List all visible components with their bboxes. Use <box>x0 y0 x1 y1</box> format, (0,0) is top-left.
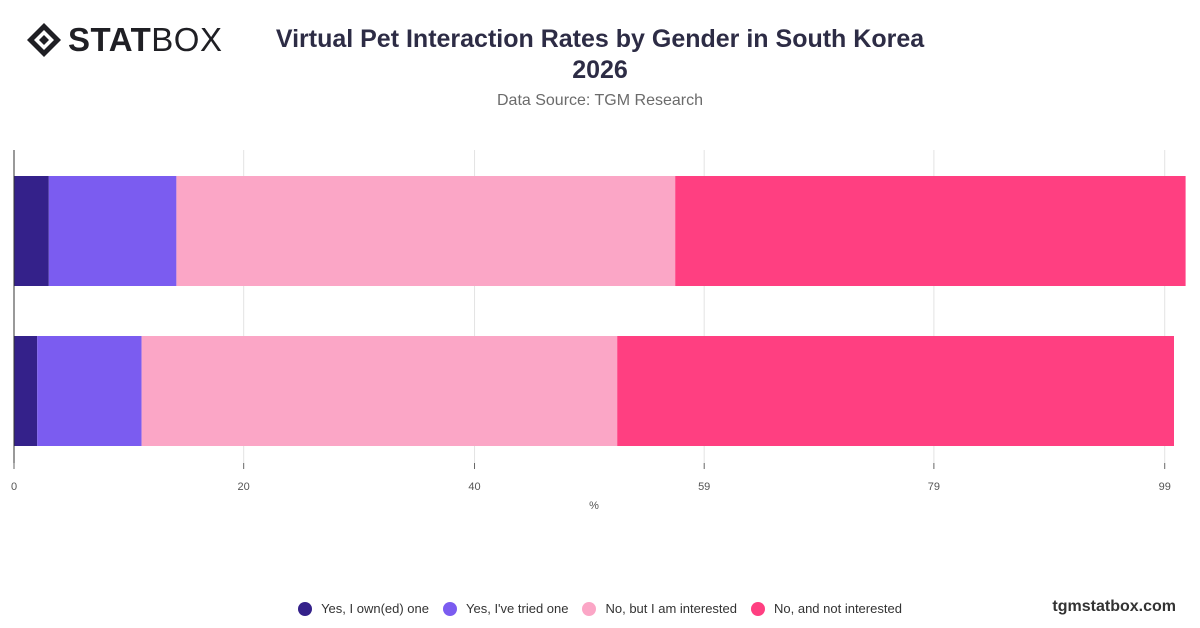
legend-label: No, and not interested <box>774 601 902 616</box>
logo-text-light: BOX <box>151 21 223 58</box>
bar-segment[interactable] <box>617 336 1174 446</box>
bar-segment[interactable] <box>14 336 38 446</box>
legend-swatch <box>298 601 313 616</box>
legend-label: Yes, I own(ed) one <box>321 601 430 616</box>
diamond-logo-icon <box>27 23 61 57</box>
x-tick-label: 40 <box>468 481 480 493</box>
legend-swatch <box>443 601 458 616</box>
logo-text-bold: STAT <box>68 21 152 58</box>
legend-item[interactable]: Yes, I own(ed) one <box>298 601 429 616</box>
footer-url: tgmstatbox.com <box>1052 598 1176 615</box>
bar-segment[interactable] <box>675 176 1186 286</box>
legend-item[interactable]: No, and not interested <box>751 601 902 616</box>
x-tick-label: 20 <box>238 481 250 493</box>
chart-title-line2: 2026 <box>572 56 628 84</box>
chart-title-line1: Virtual Pet Interaction Rates by Gender … <box>275 25 925 53</box>
x-tick-label: 79 <box>928 481 940 493</box>
bar-segment[interactable] <box>141 336 618 446</box>
statbox-logo: STATBOX <box>26 22 222 58</box>
x-tick-label: 59 <box>698 481 710 493</box>
chart-subtitle: Data Source: TGM Research <box>496 92 703 109</box>
legend-swatch <box>582 601 597 616</box>
legend-label: No, but I am interested <box>605 601 737 616</box>
legend-swatch <box>751 601 765 616</box>
x-axis-label: % <box>589 500 599 512</box>
legend-item[interactable]: No, but I am interested <box>582 601 737 616</box>
x-tick-label: 0 <box>11 481 17 493</box>
bar-segment[interactable] <box>176 176 676 286</box>
x-tick-label: 99 <box>1159 481 1171 493</box>
chart-legend: Yes, I own(ed) one Yes, I've tried one No,… <box>0 601 1200 616</box>
bar-segment[interactable] <box>37 336 142 446</box>
legend-label: Yes, I've tried one <box>466 601 569 616</box>
logo-wordmark: STATBOX <box>68 22 222 58</box>
bar-segment[interactable] <box>14 176 49 286</box>
legend-item[interactable]: Yes, I've tried one <box>443 601 568 616</box>
bar-segment[interactable] <box>48 176 177 286</box>
stacked-bar-chart: 0 20 40 59 79 99% <box>11 150 1186 512</box>
chart-title: Virtual Pet Interaction Rates by Gender … <box>250 24 950 86</box>
